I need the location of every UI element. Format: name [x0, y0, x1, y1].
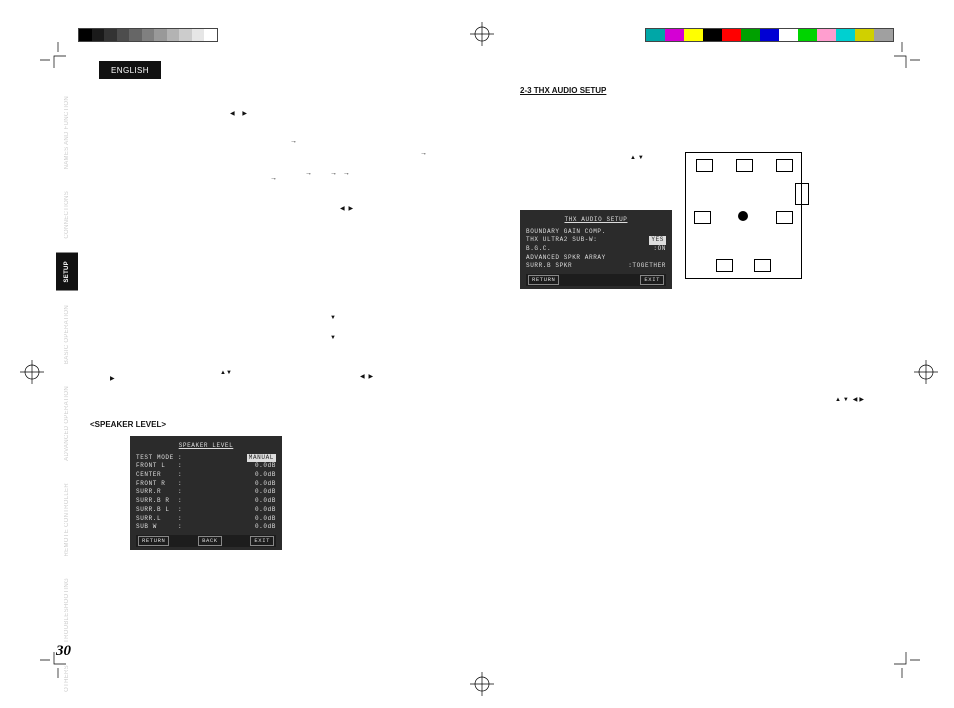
crop-tl	[40, 42, 66, 68]
speaker-diagram	[685, 152, 802, 279]
spk-sr	[776, 211, 793, 224]
page-number: 30	[56, 643, 71, 660]
language-tab: ENGLISH	[99, 61, 161, 79]
osd-row: FRONT L :0.0dB	[136, 462, 276, 471]
side-tab: REMOTE CONTROLLER	[56, 475, 78, 564]
osd-thx-return: RETURN	[528, 275, 559, 285]
reg-mark-left	[20, 360, 44, 384]
spk-fl	[696, 159, 713, 172]
spk-c	[736, 159, 753, 172]
spk-sl	[694, 211, 711, 224]
side-tab: OTHERS	[56, 657, 78, 700]
spk-sbr	[754, 259, 771, 272]
spk-sbl	[716, 259, 733, 272]
osd-row: CENTER :0.0dB	[136, 471, 276, 480]
side-tab: ADVANCED OPERATION	[56, 378, 78, 469]
side-tab: TROUBLESHOOTING	[56, 570, 78, 651]
crop-br	[894, 652, 920, 678]
osd-spk-title: SPEAKER LEVEL	[136, 442, 276, 451]
arrow-r: →	[290, 138, 297, 145]
arrow-r: →	[330, 170, 337, 177]
osd-row: ADVANCED SPKR ARRAY	[526, 254, 666, 263]
osd-row: SUB W :0.0dB	[136, 523, 276, 532]
arrow-r: →	[343, 170, 350, 177]
arrow-r: →	[270, 175, 277, 182]
gray-ramp	[78, 28, 218, 42]
thx-heading: 2-3 THX AUDIO SETUP	[520, 86, 920, 95]
osd-row: SURR.L :0.0dB	[136, 515, 276, 524]
reg-mark-bottom	[470, 672, 494, 696]
crop-tr	[894, 42, 920, 68]
spk-sw	[795, 183, 809, 205]
tri-left: ◀	[230, 110, 235, 117]
side-tabs: NAMES AND FUNCTION CONNECTIONS SETUP BASIC …	[56, 88, 78, 706]
side-tab: SETUP	[56, 253, 78, 291]
osd-row: SURR.B L :0.0dB	[136, 506, 276, 515]
osd-thx-title: THX AUDIO SETUP	[526, 216, 666, 225]
page-content: 2-3 THX AUDIO SETUP ◀ ▶ → → → → ◀ ▶ → → …	[90, 80, 924, 648]
osd-row: FRONT R :0.0dB	[136, 480, 276, 489]
osd-row: SURR.R :0.0dB	[136, 488, 276, 497]
osd-row: THX ULTRA2 SUB-W:YES	[526, 236, 666, 245]
speaker-level-heading: <SPEAKER LEVEL>	[90, 420, 166, 429]
osd-row: SURR.B SPKR:TOGETHER	[526, 262, 666, 271]
tri-right: ▶	[242, 110, 247, 117]
side-tab: NAMES AND FUNCTION	[56, 88, 78, 177]
osd-thx-exit: EXIT	[640, 275, 664, 285]
osd-row: TEST MODE :MANUAL	[136, 454, 276, 463]
osd-speaker-level: SPEAKER LEVEL TEST MODE :MANUALFRONT L :…	[130, 436, 282, 550]
spk-fr	[776, 159, 793, 172]
arrow-r: →	[420, 150, 427, 157]
arrow-r: →	[305, 170, 312, 177]
side-tab: BASIC OPERATION	[56, 297, 78, 372]
osd-row: B.G.C.:ON	[526, 245, 666, 254]
color-bar	[645, 28, 894, 42]
osd-thx: THX AUDIO SETUP BOUNDARY GAIN COMP.THX U…	[520, 210, 672, 289]
side-tab: CONNECTIONS	[56, 183, 78, 247]
osd-row: BOUNDARY GAIN COMP.	[526, 228, 666, 237]
reg-mark-top	[470, 22, 494, 46]
osd-spk-return: RETURN	[138, 536, 169, 546]
osd-row: SURR.B R :0.0dB	[136, 497, 276, 506]
osd-spk-exit: EXIT	[250, 536, 274, 546]
listener-icon	[738, 211, 748, 221]
osd-spk-back: BACK	[198, 536, 222, 546]
